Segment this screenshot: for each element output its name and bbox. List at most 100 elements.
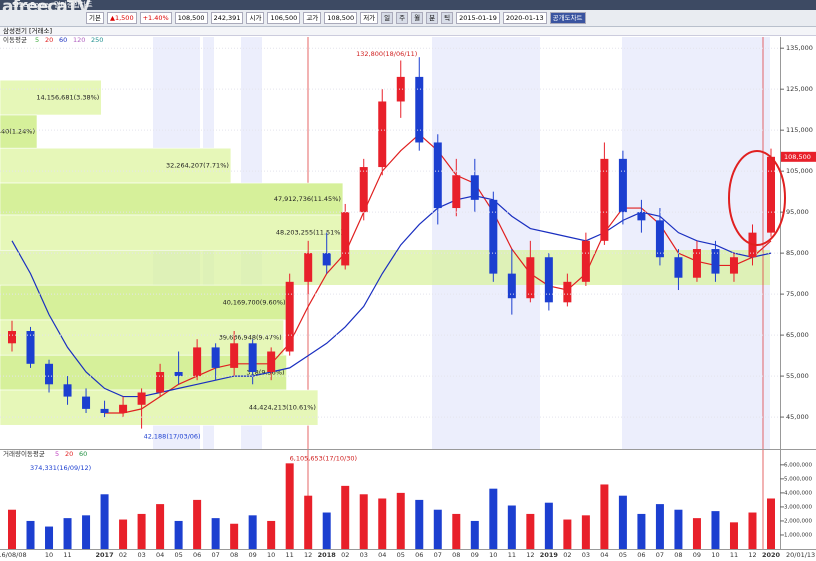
toolbar-item[interactable]: 108,500 bbox=[174, 12, 208, 24]
volume-bar bbox=[341, 485, 350, 549]
volume-profile-label: 5,170,440(1.24%) bbox=[0, 128, 35, 136]
volume-bar bbox=[507, 505, 516, 549]
toolbar-item[interactable]: ▲1,500 bbox=[106, 12, 137, 24]
volume-profile-bar bbox=[0, 214, 346, 251]
toolbar-item[interactable]: 242,391 bbox=[210, 12, 244, 24]
candle-body bbox=[45, 363, 54, 385]
toolbar-item[interactable]: 기본 bbox=[86, 12, 104, 24]
y-tick-label: 95,000 bbox=[786, 208, 809, 216]
candle-body bbox=[563, 281, 572, 303]
candle-body bbox=[230, 343, 239, 368]
x-tick-label: 2020 bbox=[762, 551, 781, 559]
legend-title: 거래량이동평균 bbox=[3, 449, 45, 458]
volume-bar bbox=[655, 504, 664, 549]
candle-body bbox=[489, 199, 498, 274]
x-tick-label: 2019 bbox=[540, 551, 559, 559]
candle-body bbox=[8, 331, 16, 344]
toolbar-item[interactable]: 일 bbox=[381, 12, 394, 24]
x-tick-label: 11 bbox=[63, 551, 71, 559]
x-tick-label: 11 bbox=[508, 551, 516, 559]
toolbar-item[interactable]: 분 bbox=[426, 12, 439, 24]
toolbar-item[interactable]: 저가 bbox=[360, 12, 379, 24]
x-tick-label: 09 bbox=[249, 551, 257, 559]
volume-bar bbox=[433, 509, 442, 549]
toolbar: 기본 ▲1,500 +1.40% 108,500 242,391 시가 106,500 고가 1… bbox=[0, 10, 816, 27]
volume-profile-label: 318(9.56%) bbox=[246, 369, 284, 377]
volume-bar bbox=[692, 518, 701, 549]
x-tick-label: 09 bbox=[693, 551, 701, 559]
legend-entry: 5 bbox=[35, 36, 39, 44]
volume-bar bbox=[63, 518, 72, 549]
volume-profile-bar bbox=[0, 354, 287, 391]
x-tick-label: 08 bbox=[230, 551, 238, 559]
candle-body bbox=[26, 331, 35, 364]
volume-bar bbox=[100, 494, 109, 549]
last-date: 20/01/13 bbox=[786, 551, 815, 559]
candle-body bbox=[674, 257, 683, 278]
toolbar-item[interactable]: 108,500 bbox=[324, 12, 358, 24]
x-tick-label: 08 bbox=[674, 551, 682, 559]
volume-profile-label: 48,203,255(11.51%) bbox=[276, 229, 343, 237]
volume-profile-label: 14,156,681(3.38%) bbox=[36, 94, 99, 102]
x-tick-label: 07 bbox=[211, 551, 219, 559]
candle-body bbox=[618, 158, 627, 213]
toolbar-item[interactable]: 주 bbox=[396, 12, 409, 24]
candle-body bbox=[544, 257, 553, 303]
x-tick-label: 12 bbox=[304, 551, 312, 559]
volume-bar bbox=[285, 463, 294, 549]
toolbar-item[interactable]: 2015-01-19 bbox=[456, 12, 500, 24]
shade bbox=[432, 37, 540, 449]
toolbar-item[interactable]: 공개도차트 bbox=[549, 12, 586, 24]
toolbar-item[interactable]: 월 bbox=[411, 12, 424, 24]
candle-body bbox=[415, 76, 424, 143]
current-range-band bbox=[0, 250, 770, 285]
toolbar-item[interactable]: +1.40% bbox=[139, 12, 172, 24]
volume-bar bbox=[378, 498, 387, 549]
volume-bar bbox=[82, 515, 91, 549]
legend-entry: 250 bbox=[91, 36, 103, 44]
x-tick-label: 03 bbox=[582, 551, 590, 559]
volume-bar bbox=[8, 509, 16, 549]
volume-profile-label: 47,912,736(11.45%) bbox=[274, 195, 341, 203]
legend-entry: 60 bbox=[59, 36, 67, 44]
title-bar: SI1G Power 멀티종합차트 bbox=[0, 0, 816, 10]
volume-profile-label: 32,264,207(7.71%) bbox=[166, 162, 229, 170]
toolbar-item[interactable]: 고가 bbox=[303, 12, 322, 24]
toolbar-item[interactable]: 106,500 bbox=[267, 12, 301, 24]
volume-profile-bar bbox=[0, 389, 319, 426]
candle-body bbox=[655, 220, 664, 258]
candle-body bbox=[452, 175, 461, 209]
x-tick-label: 10 bbox=[267, 551, 275, 559]
candle-body bbox=[378, 101, 387, 168]
x-tick-label: 05 bbox=[174, 551, 182, 559]
volume-bar bbox=[470, 520, 479, 549]
x-tick-label: 16/08/08 bbox=[0, 551, 27, 559]
volume-bar bbox=[674, 509, 683, 549]
toolbar-item[interactable]: 시가 bbox=[246, 12, 265, 24]
legend-entry: 120 bbox=[73, 36, 85, 44]
volume-bar bbox=[156, 504, 165, 549]
last-price-label: 108,500 bbox=[784, 153, 811, 161]
x-tick-label: 09 bbox=[471, 551, 479, 559]
volume-profile-label: 39,636,948(9.47%) bbox=[219, 334, 282, 342]
candle-body bbox=[267, 351, 276, 372]
volume-profile-bar bbox=[0, 284, 288, 321]
volume-bar bbox=[304, 495, 313, 549]
candle-body bbox=[600, 158, 609, 241]
x-tick-label: 02 bbox=[563, 551, 571, 559]
volume-bar bbox=[26, 520, 35, 549]
x-tick-label: 02 bbox=[119, 551, 127, 559]
candle-body bbox=[711, 249, 720, 274]
candle-body bbox=[137, 392, 146, 405]
x-tick-label: 2017 bbox=[96, 551, 114, 559]
toolbar-item[interactable]: 틱 bbox=[441, 12, 454, 24]
x-tick-label: 04 bbox=[378, 551, 386, 559]
toolbar-item[interactable]: 2020-01-13 bbox=[502, 12, 547, 24]
x-tick-label: 11 bbox=[286, 551, 294, 559]
volume-bar bbox=[119, 519, 128, 549]
y-tick-label: 105,000 bbox=[786, 167, 813, 175]
volume-profile-bar bbox=[0, 79, 102, 116]
x-tick-label: 06 bbox=[193, 551, 201, 559]
volume-bar bbox=[563, 519, 572, 549]
